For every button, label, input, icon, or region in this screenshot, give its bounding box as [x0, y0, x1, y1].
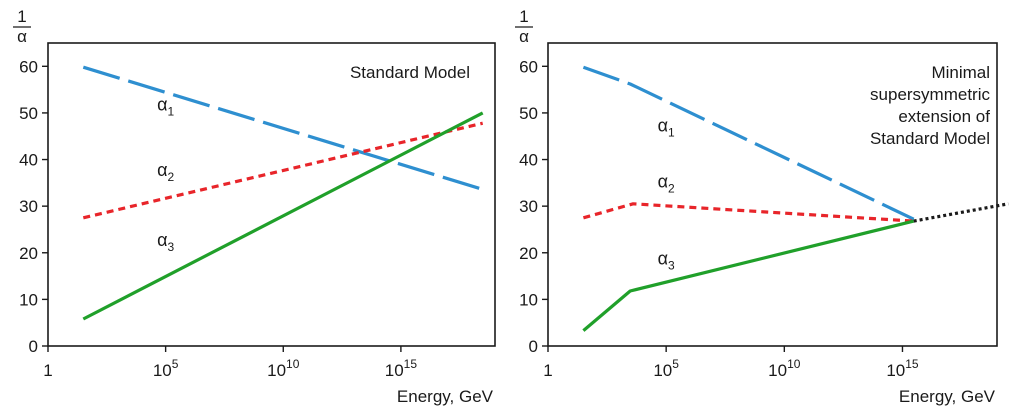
series-label-alpha1: α1 — [157, 95, 174, 119]
x-tick-label: 1015 — [385, 357, 418, 380]
y-tick-label: 20 — [19, 244, 38, 263]
x-tick-label: 1010 — [768, 357, 801, 380]
series-line-alpha3 — [82, 111, 484, 321]
series-line-alpha3 — [582, 219, 915, 332]
y-axis-label-numerator: 1 — [17, 7, 26, 26]
series-label-alpha3: α3 — [658, 248, 675, 272]
y-tick-label: 10 — [519, 290, 538, 309]
x-tick-label: 105 — [153, 357, 179, 380]
y-tick-label: 10 — [19, 290, 38, 309]
series-line-alpha2 — [582, 202, 914, 223]
y-tick-label: 60 — [19, 57, 38, 76]
plot-frame — [47, 42, 496, 347]
y-axis-label-numerator: 1 — [519, 7, 528, 26]
series-label-alpha3: α3 — [157, 230, 174, 254]
x-axis-label: Energy, GeV — [397, 387, 494, 406]
y-tick-label: 0 — [529, 337, 538, 356]
y-tick-label: 50 — [519, 104, 538, 123]
series-label-alpha2: α2 — [658, 172, 675, 196]
y-tick-label: 60 — [519, 57, 538, 76]
x-tick-label: 105 — [653, 357, 679, 380]
x-axis-label: Energy, GeV — [899, 387, 996, 406]
y-axis-label-denominator: α — [17, 27, 27, 46]
x-tick-label: 1015 — [886, 357, 919, 380]
series-line-alpha1 — [582, 65, 915, 221]
y-tick-label: 30 — [519, 197, 538, 216]
x-tick-label: 1010 — [267, 357, 300, 380]
series-line-extension — [913, 202, 1009, 223]
y-tick-label: 30 — [19, 197, 38, 216]
series-line-alpha1 — [82, 65, 484, 191]
y-tick-label: 50 — [19, 104, 38, 123]
y-axis-label-denominator: α — [519, 27, 529, 46]
y-tick-label: 40 — [19, 151, 38, 170]
x-tick-label: 1 — [543, 361, 552, 380]
series-label-alpha2: α2 — [157, 160, 174, 184]
series-line-alpha2 — [82, 121, 484, 220]
y-tick-label: 40 — [519, 151, 538, 170]
plot-frame — [547, 42, 998, 347]
y-tick-label: 0 — [29, 337, 38, 356]
x-tick-label: 1 — [43, 361, 52, 380]
y-tick-label: 20 — [519, 244, 538, 263]
chart-annotation: Minimal supersymmetric extension of Standar… — [870, 63, 991, 148]
chart-annotation: Standard Model — [350, 63, 470, 82]
series-label-alpha1: α1 — [658, 116, 675, 140]
